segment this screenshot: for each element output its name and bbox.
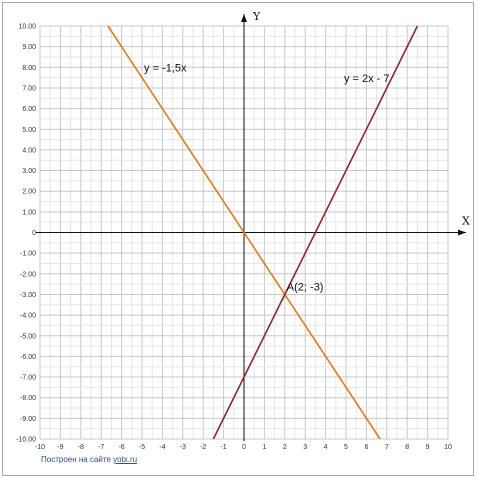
x-tick-label: 2 <box>283 444 287 451</box>
x-tick-label: 1 <box>262 444 266 451</box>
x-tick-label: -1 <box>220 444 226 451</box>
chart-frame: X Y -10 -9 -8 -7 -6 -5 -4 -3 -2 -1 0 1 2 3 4 5 6 7 8 9 10 10.00… <box>2 2 474 476</box>
y-tick-label: -5.00 <box>20 333 36 340</box>
y-tick-label: -7.00 <box>20 375 36 382</box>
x-tick-label: -9 <box>57 444 63 451</box>
y-tick-label: 5.00 <box>22 127 36 134</box>
y-tick-label: 4.00 <box>22 147 36 154</box>
x-tick-label: 6 <box>364 444 368 451</box>
x-tick-label: -10 <box>35 444 45 451</box>
y-tick-label: 0 <box>32 230 36 237</box>
x-tick-label: 5 <box>344 444 348 451</box>
y-tick-label: -4.00 <box>20 313 36 320</box>
footer-text: Построен на сайте <box>41 455 111 464</box>
y-tick-label: -1.00 <box>20 251 36 258</box>
x-tick-label: -8 <box>78 444 84 451</box>
footer-link[interactable]: yotx.ru <box>113 455 138 464</box>
x-tick-label: -5 <box>139 444 145 451</box>
y-tick-label: -6.00 <box>20 354 36 361</box>
point-label: A(2; -3) <box>287 281 324 293</box>
x-tick-label: 10 <box>444 444 452 451</box>
x-tick-label: 7 <box>385 444 389 451</box>
series-label-2: y = 2x - 7 <box>344 73 390 85</box>
y-tick-label: 8.00 <box>22 65 36 72</box>
x-tick-label: 9 <box>426 444 430 451</box>
x-tick-label: -4 <box>159 444 165 451</box>
x-axis-arrow <box>458 229 466 236</box>
y-tick-label: -8.00 <box>20 395 36 402</box>
plot: XY-10 -9 -8 -7 -6 -5 -4 -3 -2 -1 0 1 2 3 4 5 6 7 8 9 1010.00… <box>16 10 470 451</box>
x-axis-label: X <box>462 215 470 228</box>
y-tick-label: -9.00 <box>20 416 36 423</box>
x-tick-label: 3 <box>303 444 307 451</box>
series-line-1 <box>107 25 381 440</box>
y-tick-label: 3.00 <box>22 168 36 175</box>
y-tick-label: -2.00 <box>20 271 36 278</box>
series-label-1: y = -1,5x <box>144 62 187 74</box>
y-tick-label: 2.00 <box>22 189 36 196</box>
x-tick-label: -6 <box>118 444 124 451</box>
footer: Построен на сайте yotx.ru <box>41 455 137 464</box>
x-tick-label: -2 <box>200 444 206 451</box>
y-tick-label: 6.00 <box>22 106 36 113</box>
x-tick-label: -7 <box>98 444 104 451</box>
x-tick-label: 4 <box>324 444 328 451</box>
x-tick-label: -3 <box>180 444 186 451</box>
y-axis-label: Y <box>252 10 261 23</box>
y-tick-label: 1.00 <box>22 209 36 216</box>
y-tick-label: 9.00 <box>22 44 36 51</box>
series-line-2 <box>212 25 419 440</box>
y-tick-label: 7.00 <box>22 85 36 92</box>
x-tick-label: 8 <box>405 444 409 451</box>
y-tick-label: 10.00 <box>18 24 36 31</box>
x-tick-label: 0 <box>242 444 246 451</box>
y-tick-label: -3.00 <box>20 292 36 299</box>
y-tick-label: -10.00 <box>16 437 36 444</box>
y-axis-arrow <box>241 14 247 22</box>
